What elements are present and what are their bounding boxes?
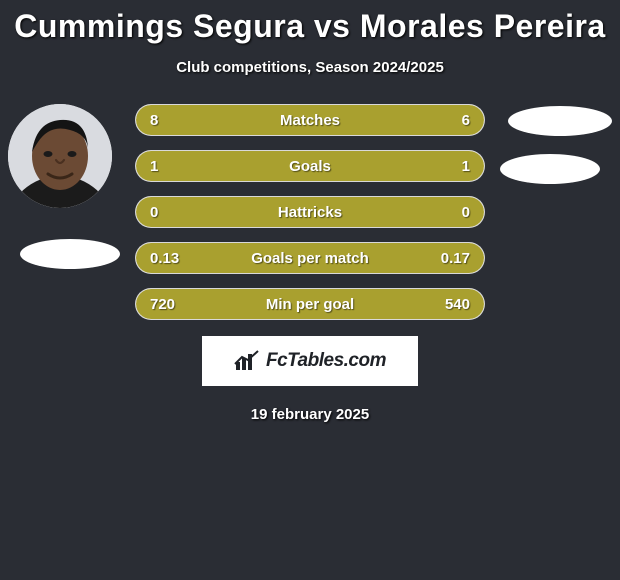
comparison-date: 19 february 2025: [0, 406, 620, 423]
stat-row: 1Goals1: [135, 150, 485, 182]
stat-value-right: 6: [414, 112, 484, 129]
stat-row: 8Matches6: [135, 104, 485, 136]
stat-label: Goals per match: [206, 250, 414, 267]
stat-value-left: 8: [136, 112, 206, 129]
player-left-club-badge: [20, 239, 120, 269]
stat-value-right: 0: [414, 204, 484, 221]
page-subtitle: Club competitions, Season 2024/2025: [0, 59, 620, 76]
player-right-club-badge: [500, 154, 600, 184]
brand-text: FcTables.com: [266, 350, 386, 372]
stat-label: Hattricks: [206, 204, 414, 221]
stat-value-left: 1: [136, 158, 206, 175]
brand-badge: FcTables.com: [202, 336, 418, 386]
stat-value-right: 540: [414, 296, 484, 313]
stat-value-right: 1: [414, 158, 484, 175]
stat-value-right: 0.17: [414, 250, 484, 267]
stat-row: 720Min per goal540: [135, 288, 485, 320]
stat-row: 0.13Goals per match0.17: [135, 242, 485, 274]
stat-label: Goals: [206, 158, 414, 175]
stat-value-left: 0: [136, 204, 206, 221]
bar-chart-icon: [234, 350, 260, 372]
player-left-avatar: [8, 104, 112, 208]
stat-label: Matches: [206, 112, 414, 129]
stat-row: 0Hattricks0: [135, 196, 485, 228]
comparison-panel: 8Matches6 1Goals1 0Hattricks0 0.13Goals per…: [0, 104, 620, 423]
stat-label: Min per goal: [206, 296, 414, 313]
stat-value-left: 0.13: [136, 250, 206, 267]
stat-value-left: 720: [136, 296, 206, 313]
player-right-avatar: [508, 106, 612, 136]
page-title: Cummings Segura vs Morales Pereira: [0, 8, 620, 45]
stats-list: 8Matches6 1Goals1 0Hattricks0 0.13Goals per…: [135, 104, 485, 320]
